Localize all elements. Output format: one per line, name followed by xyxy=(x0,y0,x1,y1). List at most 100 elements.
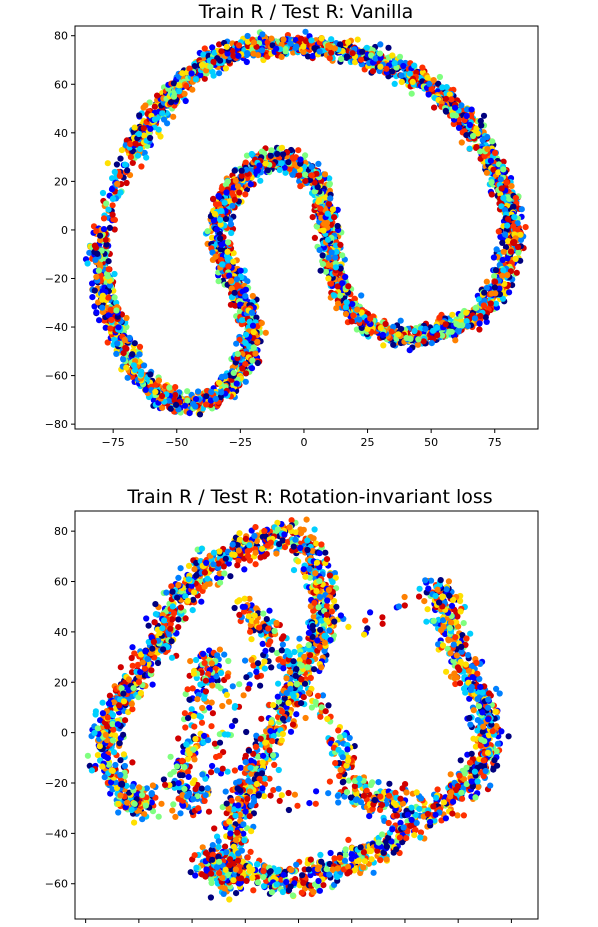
data-point xyxy=(343,53,351,60)
data-point xyxy=(242,535,249,543)
data-point xyxy=(222,373,229,380)
data-point xyxy=(518,206,525,213)
data-point xyxy=(225,263,232,270)
data-point xyxy=(123,179,130,187)
data-point xyxy=(358,292,365,299)
data-point xyxy=(262,160,269,167)
data-point xyxy=(222,215,230,223)
data-point xyxy=(268,35,275,42)
data-point xyxy=(92,244,100,251)
data-point xyxy=(450,120,457,128)
data-point xyxy=(342,273,349,281)
data-point xyxy=(493,246,500,253)
y-tick-label: −40 xyxy=(45,321,68,334)
data-point xyxy=(479,137,486,144)
data-point xyxy=(100,226,108,233)
data-point xyxy=(292,536,299,543)
data-point xyxy=(218,48,225,55)
data-point xyxy=(480,112,488,119)
data-point xyxy=(298,35,305,42)
data-point xyxy=(114,180,121,187)
data-point xyxy=(316,197,323,204)
data-point xyxy=(367,315,374,322)
data-point xyxy=(115,324,122,331)
data-point xyxy=(309,52,316,60)
data-point xyxy=(315,160,322,167)
data-point xyxy=(497,176,504,183)
data-point xyxy=(428,85,435,92)
data-point xyxy=(137,689,144,697)
data-point xyxy=(472,304,479,311)
data-point xyxy=(390,341,397,348)
data-point xyxy=(200,51,207,58)
data-point xyxy=(91,729,98,737)
data-point xyxy=(114,340,121,347)
data-point xyxy=(234,562,241,569)
data-point xyxy=(152,601,159,608)
data-point xyxy=(109,711,117,719)
data-point xyxy=(129,351,136,358)
data-point xyxy=(105,206,112,213)
data-point xyxy=(439,84,446,91)
data-point xyxy=(389,52,396,59)
data-point xyxy=(222,65,229,72)
data-point xyxy=(105,258,112,265)
data-point xyxy=(229,551,236,558)
data-point xyxy=(349,50,356,57)
data-point xyxy=(109,721,116,728)
data-point xyxy=(184,388,191,395)
data-point xyxy=(259,31,266,38)
data-point xyxy=(175,581,182,589)
data-point xyxy=(385,44,392,51)
chart-title: Train R / Test R: Vanilla xyxy=(198,1,414,23)
data-point xyxy=(108,186,116,193)
data-point xyxy=(332,254,339,261)
data-point xyxy=(179,70,186,77)
data-point xyxy=(324,210,331,217)
data-point xyxy=(297,183,304,190)
data-point xyxy=(369,68,377,75)
data-point xyxy=(470,132,477,140)
data-point xyxy=(204,228,211,235)
data-point xyxy=(117,155,124,162)
data-point xyxy=(211,210,218,218)
data-point xyxy=(473,144,480,151)
data-point xyxy=(154,92,161,99)
data-point xyxy=(248,150,255,158)
data-point xyxy=(491,284,498,291)
data-point xyxy=(186,410,193,417)
data-point xyxy=(339,280,346,287)
data-point xyxy=(111,168,118,176)
data-point xyxy=(248,365,256,372)
data-point xyxy=(517,231,524,238)
data-point xyxy=(500,166,507,173)
data-point xyxy=(338,55,345,63)
data-point xyxy=(159,625,166,632)
data-point xyxy=(249,357,256,364)
data-point xyxy=(175,574,182,582)
x-tick-label: 25 xyxy=(361,436,375,449)
data-point xyxy=(490,254,497,261)
data-point xyxy=(244,38,251,45)
data-point xyxy=(148,667,155,674)
data-point xyxy=(348,318,355,325)
data-point xyxy=(147,371,154,378)
data-point xyxy=(506,289,513,296)
data-point xyxy=(333,305,340,312)
data-point xyxy=(224,50,231,57)
data-point xyxy=(176,82,183,89)
data-point xyxy=(452,337,459,344)
data-point xyxy=(109,195,117,202)
data-point xyxy=(487,157,494,164)
data-point xyxy=(252,524,259,531)
data-point xyxy=(376,50,384,57)
data-point xyxy=(141,132,148,139)
data-point xyxy=(513,269,520,276)
data-point xyxy=(97,232,104,239)
data-point xyxy=(442,321,449,328)
data-point xyxy=(154,659,162,667)
data-point xyxy=(107,325,114,332)
data-point xyxy=(325,275,332,282)
